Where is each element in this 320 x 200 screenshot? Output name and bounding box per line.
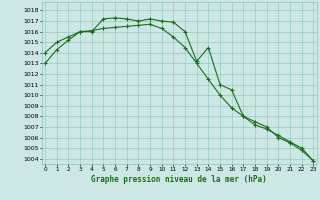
X-axis label: Graphe pression niveau de la mer (hPa): Graphe pression niveau de la mer (hPa): [91, 175, 267, 184]
